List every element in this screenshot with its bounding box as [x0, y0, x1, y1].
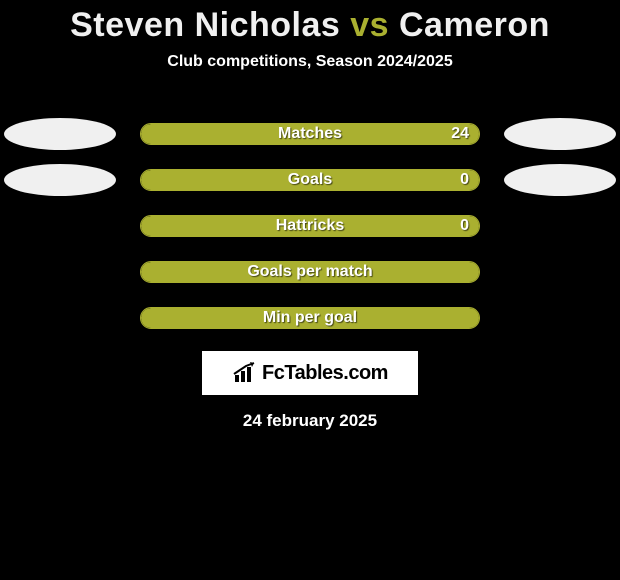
date-text: 24 february 2025	[0, 411, 620, 431]
brand-logo[interactable]: FcTables.com	[202, 351, 418, 395]
stat-bar: Hattricks0	[140, 215, 480, 237]
stat-bar-fill	[141, 262, 479, 282]
stat-bar: Min per goal	[140, 307, 480, 329]
brand-logo-text: FcTables.com	[262, 362, 388, 385]
stat-row: Matches24	[0, 111, 620, 157]
stat-bar-fill	[141, 170, 479, 190]
player2-marker	[504, 164, 616, 196]
bar-chart-icon	[232, 361, 258, 385]
stat-bar-fill	[141, 308, 479, 328]
stats-area: Matches24 Goals0 Hattricks0 Goals per match…	[0, 111, 620, 341]
player1-name: Steven Nicholas	[70, 6, 340, 44]
stat-row: Goals per match	[0, 249, 620, 295]
stat-bar: Goals per match	[140, 261, 480, 283]
page-title: Steven Nicholas vs Cameron	[0, 6, 620, 45]
player1-marker	[4, 164, 116, 196]
player2-marker	[504, 118, 616, 150]
player2-name: Cameron	[399, 6, 550, 44]
comparison-card: Steven Nicholas vs Cameron Club competit…	[0, 0, 620, 580]
stat-row: Min per goal	[0, 295, 620, 341]
stat-bar-fill	[141, 216, 479, 236]
stat-bar: Matches24	[140, 123, 480, 145]
stat-row: Hattricks0	[0, 203, 620, 249]
stat-row: Goals0	[0, 157, 620, 203]
stat-bar-fill	[141, 124, 479, 144]
player1-marker	[4, 118, 116, 150]
vs-text: vs	[340, 6, 399, 44]
subtitle: Club competitions, Season 2024/2025	[0, 53, 620, 71]
stat-bar: Goals0	[140, 169, 480, 191]
